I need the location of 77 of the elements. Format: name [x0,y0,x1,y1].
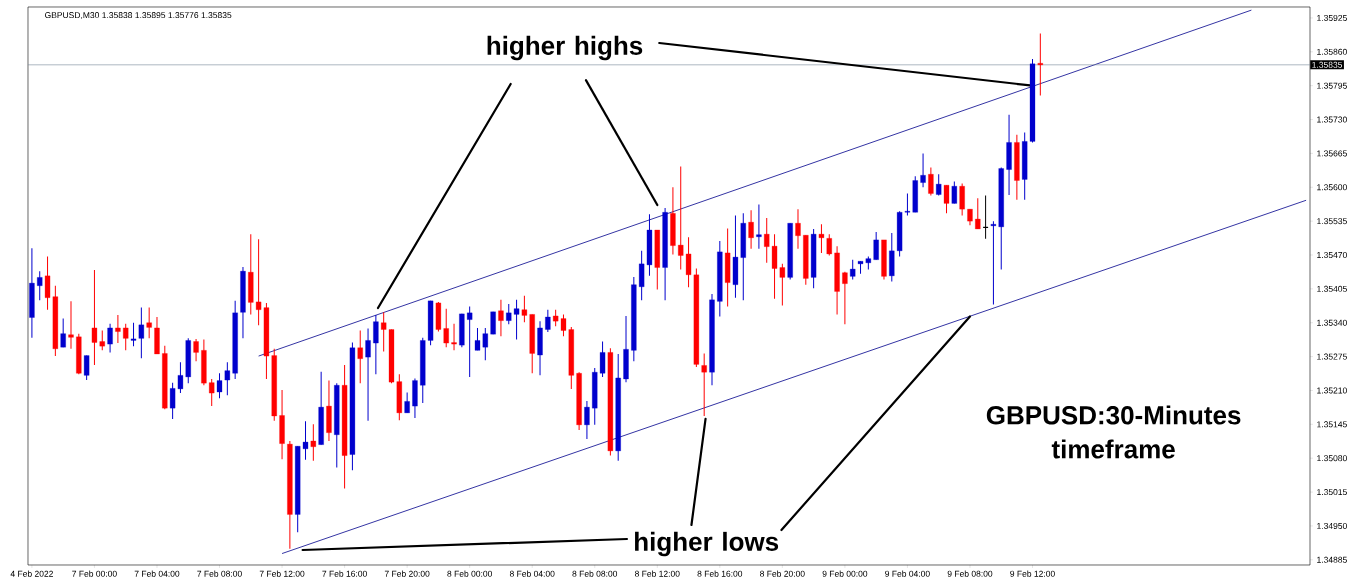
x-tick-label: 8 Feb 04:00 [509,570,555,577]
y-tick-label: 1.35860 [1317,48,1347,55]
candlestick [826,233,832,257]
y-tick-label: 1.35080 [1317,455,1347,462]
candlestick [873,231,879,261]
candlestick [193,338,199,362]
x-tick-label: 8 Feb 08:00 [572,570,618,577]
y-tick-label: 1.35405 [1317,285,1347,292]
x-tick-label: 7 Feb 00:00 [72,570,117,577]
x-tick-label: 9 Feb 08:00 [947,570,993,577]
annotation: higher lows [635,531,779,557]
x-tick-label: 8 Feb 16:00 [697,570,743,577]
candlestick [209,378,215,407]
candlestick [748,209,754,250]
candlestick [975,197,981,230]
y-tick-label: 1.35145 [1317,421,1347,428]
y-tick-label: 1.35470 [1317,251,1347,258]
candlestick [959,183,965,216]
x-tick-label: 8 Feb 00:00 [447,570,493,577]
y-tick-label: 1.34885 [1317,556,1347,563]
annotation: GBPUSD:30-Minutes timeframe [986,405,1241,459]
y-tick-label: 1.35275 [1317,353,1347,360]
candlestick [490,311,496,335]
candlestick [123,323,129,351]
candlestick [107,323,113,353]
x-tick-label: 4 Feb 2022 [10,570,53,577]
candlestick [1037,33,1043,97]
x-tick-label: 7 Feb 08:00 [197,570,242,577]
x-tick-label: 7 Feb 16:00 [322,570,367,577]
x-tick-label: 9 Feb 04:00 [885,570,930,577]
y-tick-label: 1.35795 [1317,82,1347,89]
y-tick-label: 1.35730 [1317,116,1347,123]
candlestick [818,223,825,254]
candlestick [373,314,379,375]
x-tick-label: 8 Feb 20:00 [760,570,805,577]
candlestick [545,309,551,333]
y-tick-label: 1.35340 [1317,319,1347,326]
candlestick [795,208,801,250]
candlestick [498,299,504,337]
candlestick [842,271,848,325]
candlestick [584,400,590,440]
candlestick [60,318,66,348]
candlestick [951,181,957,204]
candlestick [920,152,926,188]
candlestick [928,166,934,197]
y-tick-label: 1.35535 [1317,218,1347,225]
candlestick [37,270,43,301]
y-tick-label: 1.35600 [1317,184,1347,191]
candlestick [115,314,121,344]
ref-line-label: 1.35835 [1312,61,1343,68]
y-tick-label: 1.35210 [1317,387,1347,394]
candlestick [365,327,371,422]
x-tick-label: 7 Feb 04:00 [134,570,180,577]
candlestick [943,184,950,214]
candlestick [756,203,762,250]
y-tick-label: 1.34950 [1317,522,1347,529]
x-tick-label: 9 Feb 00:00 [822,570,868,577]
candlestick [936,173,942,197]
x-tick-label: 7 Feb 20:00 [384,570,430,577]
text: GBPUSD,M30 1.35838 1.35895 1.35776 1.35835 [45,12,232,20]
candlestick [310,423,316,462]
y-tick-label: 1.35665 [1317,150,1347,157]
candlestick [467,306,473,378]
candlestick [68,300,74,350]
x-tick-label: 8 Feb 12:00 [634,570,680,577]
candlestick [404,392,410,414]
y-tick-label: 1.35015 [1317,489,1347,496]
candlestick [850,259,856,280]
candlestick [357,330,363,384]
candlestick [451,323,457,351]
candlestick [146,307,152,339]
y-tick-label: 1.35925 [1317,14,1347,21]
annotation: higher highs [487,35,643,61]
candlestick [701,352,707,417]
candlestick [83,355,90,381]
x-tick-label: 9 Feb 12:00 [1010,570,1055,577]
x-tick-label: 7 Feb 12:00 [259,570,305,577]
